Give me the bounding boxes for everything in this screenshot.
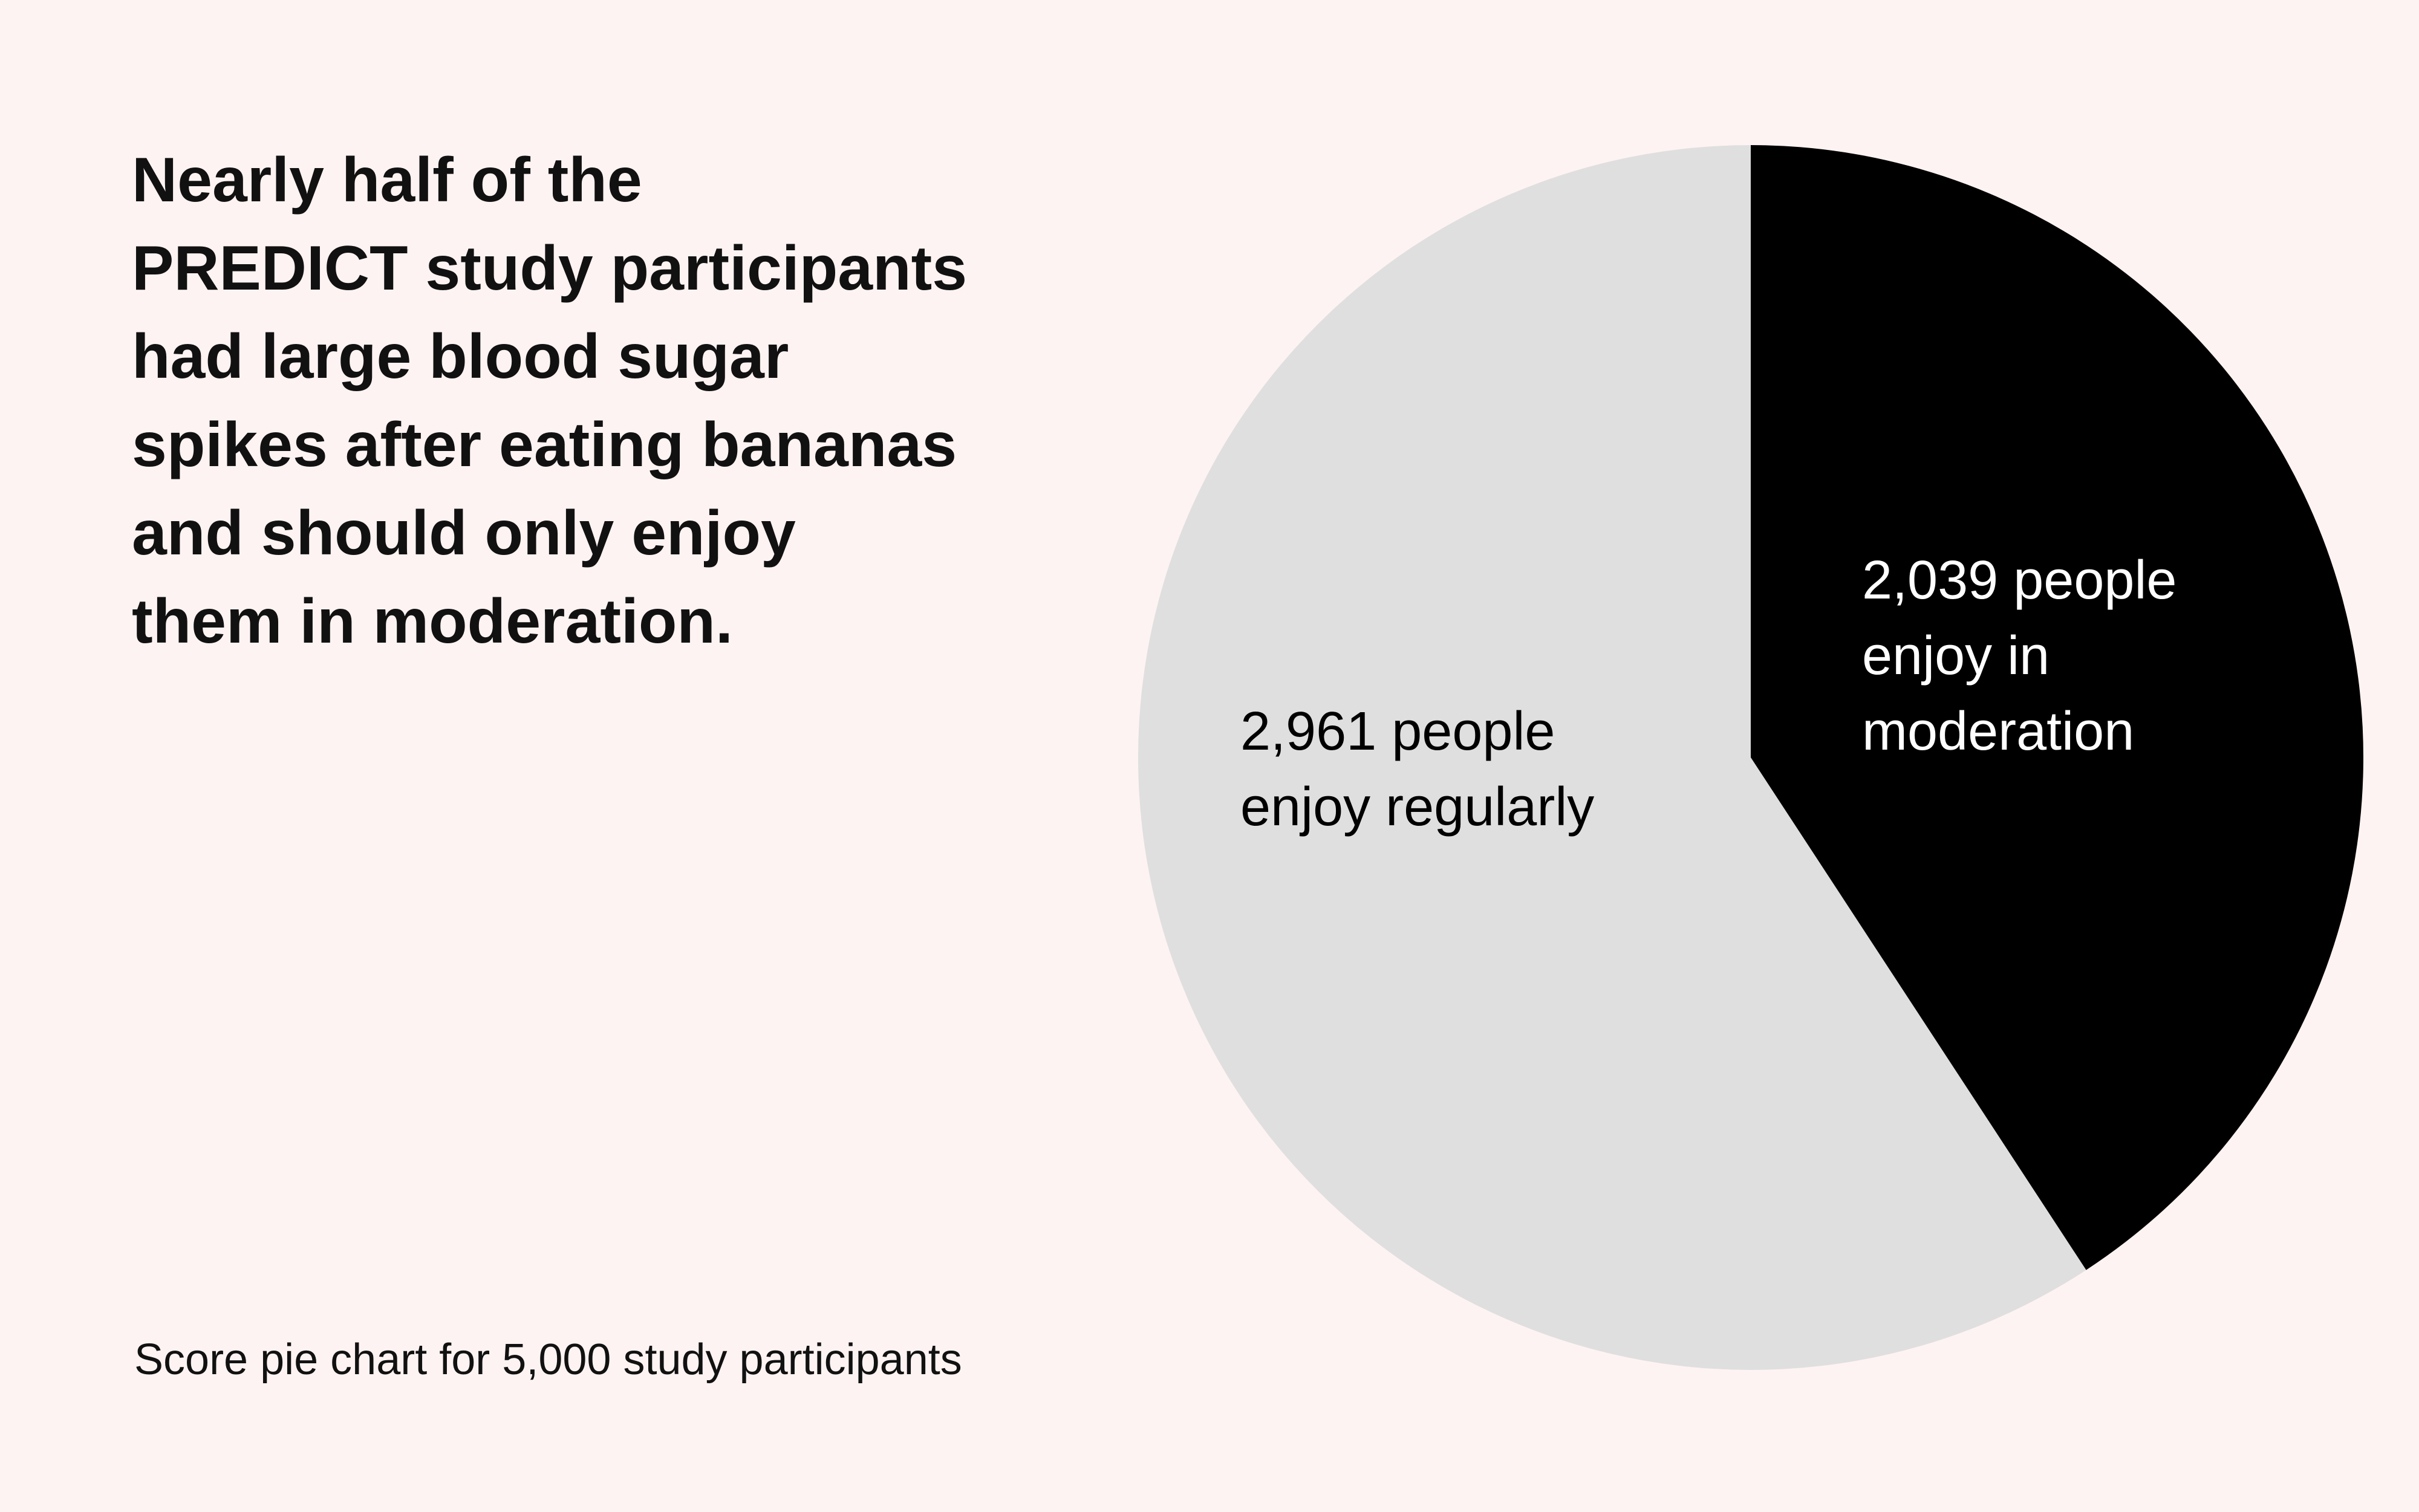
- slice-label: 2,039 people enjoy in moderation: [1862, 550, 2177, 762]
- pie-slice: [1138, 145, 2086, 1370]
- caption: Score pie chart for 5,000 study particip…: [134, 1335, 962, 1384]
- slice-label: 2,961 people enjoy regularly: [1240, 701, 1595, 837]
- chart-title: Nearly half of the PREDICT study partici…: [132, 145, 968, 657]
- pie-slice: [1751, 145, 2364, 1270]
